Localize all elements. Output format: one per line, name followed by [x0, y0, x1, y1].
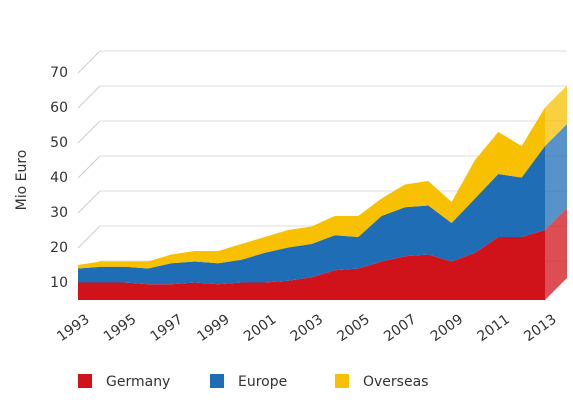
legend-label: Overseas	[363, 374, 428, 390]
y-tick-label: 20	[50, 240, 68, 256]
area	[78, 107, 545, 269]
x-tick-label: 2001	[241, 311, 279, 345]
y-tick-label: 60	[50, 100, 68, 116]
grid-line	[77, 120, 101, 144]
legend-swatch	[78, 374, 92, 388]
grid-line	[77, 85, 101, 109]
area	[78, 146, 545, 285]
x-tick-label: 2005	[334, 311, 372, 345]
x-tick-label: 1999	[194, 311, 232, 345]
x-tick-label: 2007	[381, 311, 419, 345]
legend-label: Germany	[106, 374, 170, 390]
x-tick-label: 1995	[101, 311, 139, 345]
grid-line	[77, 50, 101, 74]
grid-line	[77, 225, 101, 249]
x-tick-label: 1993	[54, 311, 92, 345]
x-tick-label: 2011	[475, 311, 513, 345]
grid-line	[77, 155, 101, 179]
y-tick-label: 70	[50, 65, 68, 81]
y-tick-label: 10	[50, 275, 68, 291]
x-tick-label: 2003	[288, 311, 326, 345]
y-axis-label: Mio Euro	[14, 150, 30, 211]
legend-swatch	[335, 374, 349, 388]
grid-line	[77, 190, 101, 214]
x-tick-label: 1997	[148, 311, 186, 345]
y-tick-label: 50	[50, 135, 68, 151]
legend-label: Europe	[238, 374, 287, 390]
x-tick-label: 2009	[428, 311, 466, 345]
area-depth	[545, 85, 567, 146]
y-tick-label: 40	[50, 170, 68, 186]
y-tick-label: 30	[50, 205, 68, 221]
legend-swatch	[210, 374, 224, 388]
x-tick-label: 2013	[521, 311, 559, 345]
area-depth	[545, 124, 567, 230]
area-depth	[545, 208, 567, 300]
